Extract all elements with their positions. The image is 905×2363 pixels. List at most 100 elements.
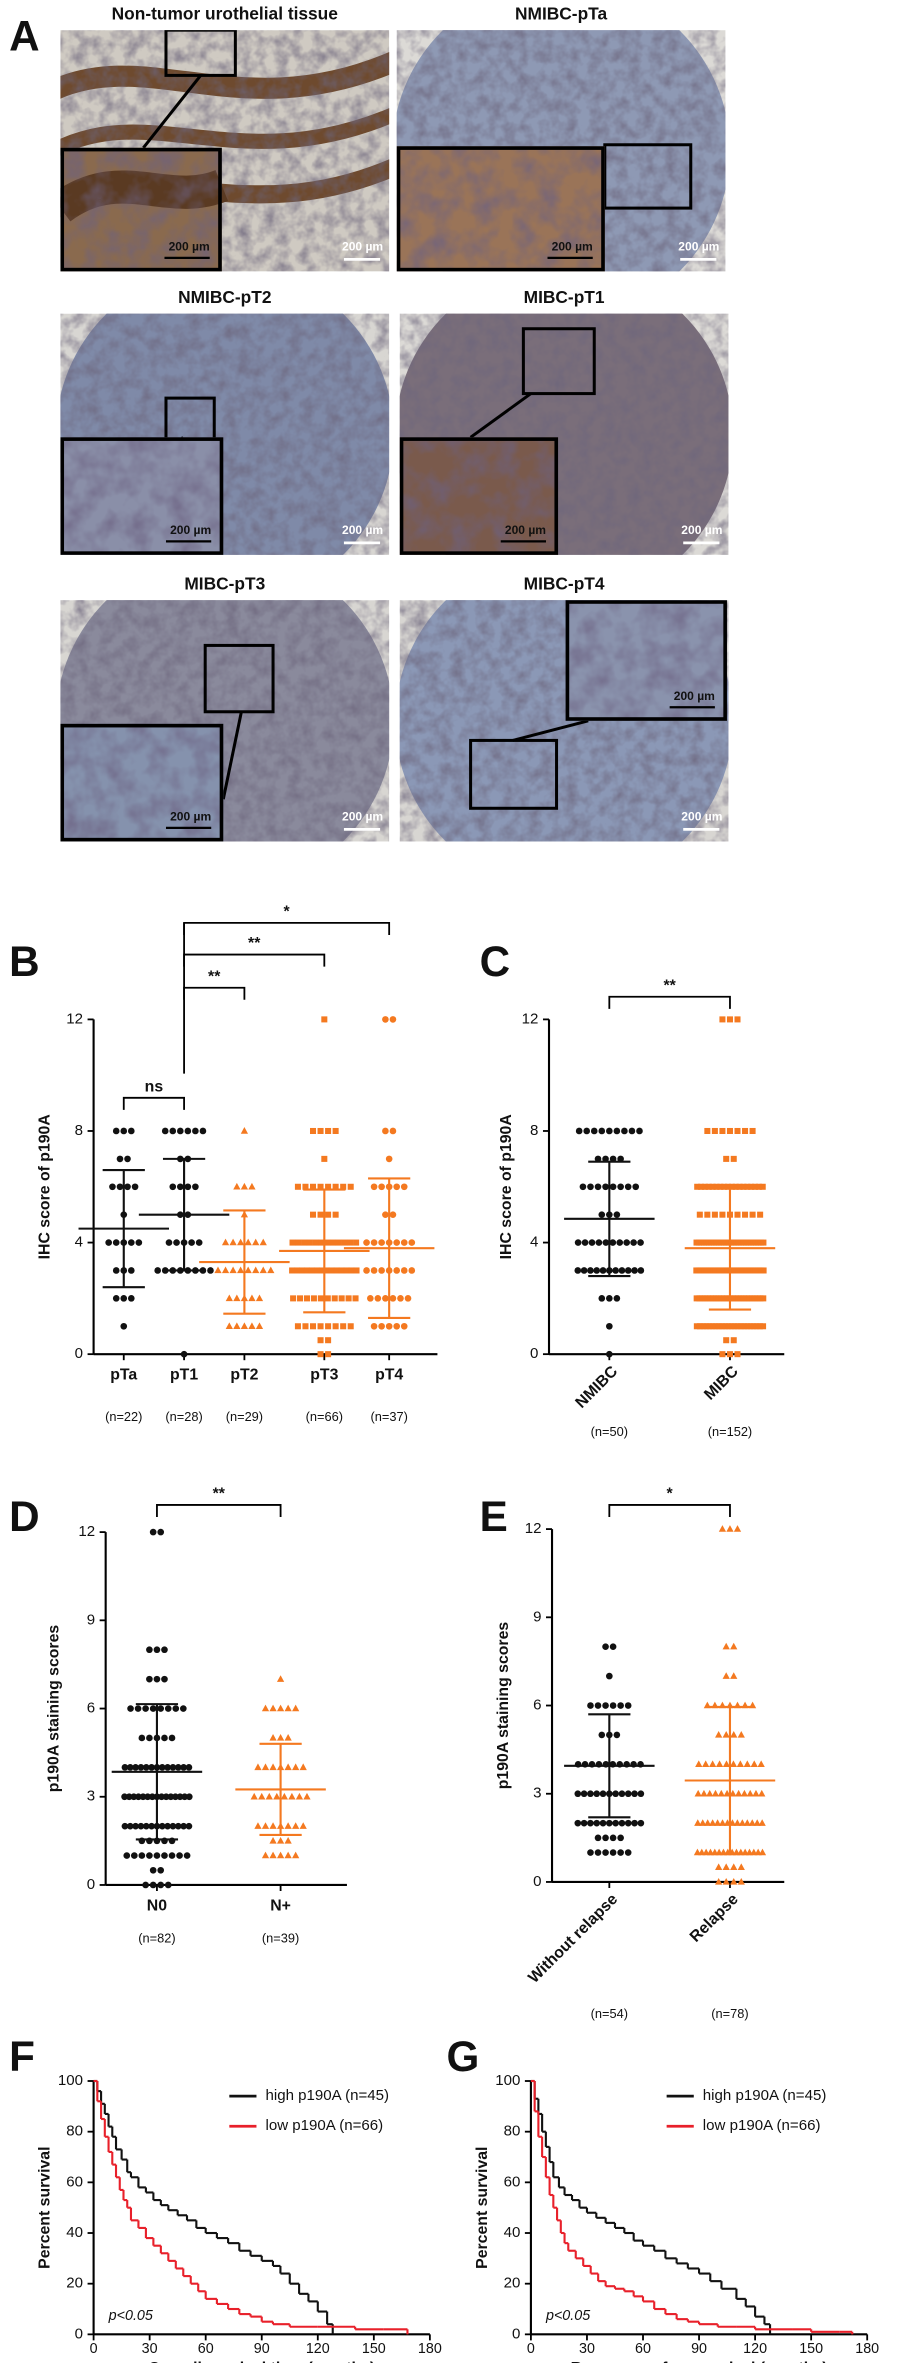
data-point	[325, 1127, 332, 1134]
data-point	[711, 1127, 718, 1134]
data-point	[353, 1239, 360, 1246]
data-point	[624, 1790, 632, 1798]
data-point	[288, 1792, 296, 1800]
data-point	[292, 1822, 300, 1829]
y-tick-label: 80	[66, 2123, 83, 2140]
data-point	[317, 1211, 324, 1218]
data-point	[120, 1322, 128, 1330]
data-point	[269, 1836, 277, 1844]
data-point	[221, 1238, 230, 1246]
data-point	[157, 1866, 165, 1874]
micrograph: 200 µm 200 µm	[396, 30, 726, 272]
y-axis-label: IHC score of p190A	[498, 1114, 515, 1260]
inset-scale-label: 200 µm	[505, 523, 546, 537]
data-point	[124, 1155, 131, 1163]
data-point	[733, 1525, 742, 1532]
y-tick-label: 12	[78, 1523, 95, 1540]
data-point	[370, 1267, 378, 1274]
data-point	[229, 1266, 237, 1274]
data-point	[332, 1211, 339, 1218]
data-point	[757, 1211, 764, 1218]
y-tick-label: 40	[66, 2224, 83, 2241]
data-point	[726, 1016, 733, 1023]
data-point	[254, 1763, 262, 1771]
significance-label: **	[208, 968, 221, 985]
data-point	[612, 1267, 619, 1274]
data-point	[297, 1295, 304, 1302]
data-point	[269, 1734, 277, 1741]
data-point	[112, 1267, 120, 1274]
data-point	[341, 1239, 348, 1246]
data-point	[750, 1323, 757, 1330]
data-point	[105, 1239, 112, 1246]
data-point	[382, 1016, 389, 1023]
data-point	[382, 1295, 389, 1302]
data-point	[742, 1127, 749, 1134]
inset-texture	[60, 147, 222, 272]
data-point	[299, 1763, 307, 1771]
data-point	[176, 1852, 183, 1859]
data-point	[393, 1267, 401, 1274]
data-point	[164, 1705, 172, 1712]
zoom-box	[164, 30, 237, 77]
legend-label: low p190A (n=66)	[266, 2117, 384, 2134]
data-point	[636, 1127, 643, 1135]
data-point	[579, 1183, 587, 1191]
data-point	[353, 1267, 360, 1274]
data-point	[752, 1183, 759, 1190]
inset-scale-label: 200 µm	[674, 689, 715, 703]
y-tick-label: 4	[530, 1234, 538, 1251]
data-point	[269, 1763, 277, 1771]
data-point	[593, 1790, 601, 1798]
significance-label: ns	[145, 1078, 164, 1095]
data-point	[153, 1852, 161, 1859]
data-point	[753, 1323, 760, 1330]
inset-connector	[221, 711, 243, 800]
data-point	[623, 1239, 630, 1246]
micrograph: 200 µm 200 µm	[399, 313, 729, 555]
data-point	[743, 1819, 751, 1826]
y-axis-label: p190A staining scores	[495, 1622, 512, 1790]
data-point	[295, 1239, 302, 1246]
data-point	[609, 1702, 617, 1709]
scale-label: 200 µm	[681, 810, 722, 824]
data-point	[338, 1267, 345, 1274]
annotation: p<0.05	[108, 2308, 153, 2324]
data-point	[192, 1127, 199, 1135]
data-point	[142, 1764, 150, 1771]
data-point	[602, 1239, 610, 1246]
data-point	[711, 1789, 720, 1797]
data-point	[276, 1836, 285, 1844]
data-point	[273, 1792, 281, 1800]
data-point	[169, 1764, 177, 1771]
y-tick-label: 20	[66, 2275, 83, 2292]
n-label: (n=66)	[306, 1409, 343, 1424]
data-point	[583, 1127, 591, 1135]
data-point	[613, 1127, 621, 1135]
n-label: (n=152)	[708, 1424, 752, 1439]
data-point	[290, 1295, 297, 1302]
data-point	[146, 1734, 153, 1742]
data-point	[598, 1295, 606, 1302]
micrograph: 200 µm 200 µm	[399, 600, 729, 842]
tile-title: NMIBC-pTa	[515, 4, 607, 24]
data-point	[624, 1819, 632, 1827]
data-point	[722, 1323, 729, 1330]
data-point	[149, 1705, 157, 1712]
data-point	[758, 1789, 766, 1797]
data-point	[343, 1267, 350, 1274]
data-point	[137, 1764, 145, 1771]
data-point	[148, 1822, 155, 1830]
data-point	[606, 1350, 613, 1358]
significance-label: **	[248, 935, 261, 952]
x-tick-label: pT4	[375, 1366, 403, 1383]
data-point	[248, 1294, 256, 1302]
x-tick-label: pTa	[110, 1366, 137, 1383]
data-point	[722, 1863, 730, 1870]
data-point	[112, 1239, 120, 1246]
data-point	[706, 1323, 713, 1330]
x-tick-label: pT2	[230, 1366, 258, 1383]
data-point	[617, 1834, 624, 1842]
zoom-box	[469, 738, 559, 810]
inset-scale-label: 200 µm	[170, 523, 211, 537]
